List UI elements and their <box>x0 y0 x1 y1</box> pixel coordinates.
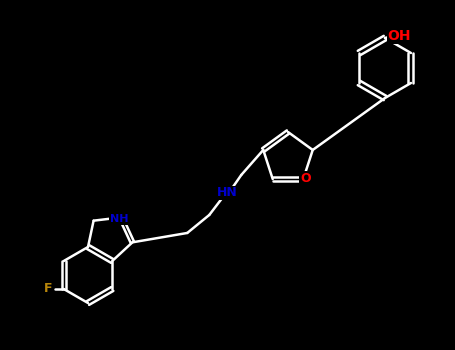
Text: O: O <box>300 172 311 184</box>
Text: NH: NH <box>110 215 128 224</box>
Text: F: F <box>44 282 52 295</box>
Text: OH: OH <box>387 29 411 43</box>
Text: HN: HN <box>217 187 238 199</box>
